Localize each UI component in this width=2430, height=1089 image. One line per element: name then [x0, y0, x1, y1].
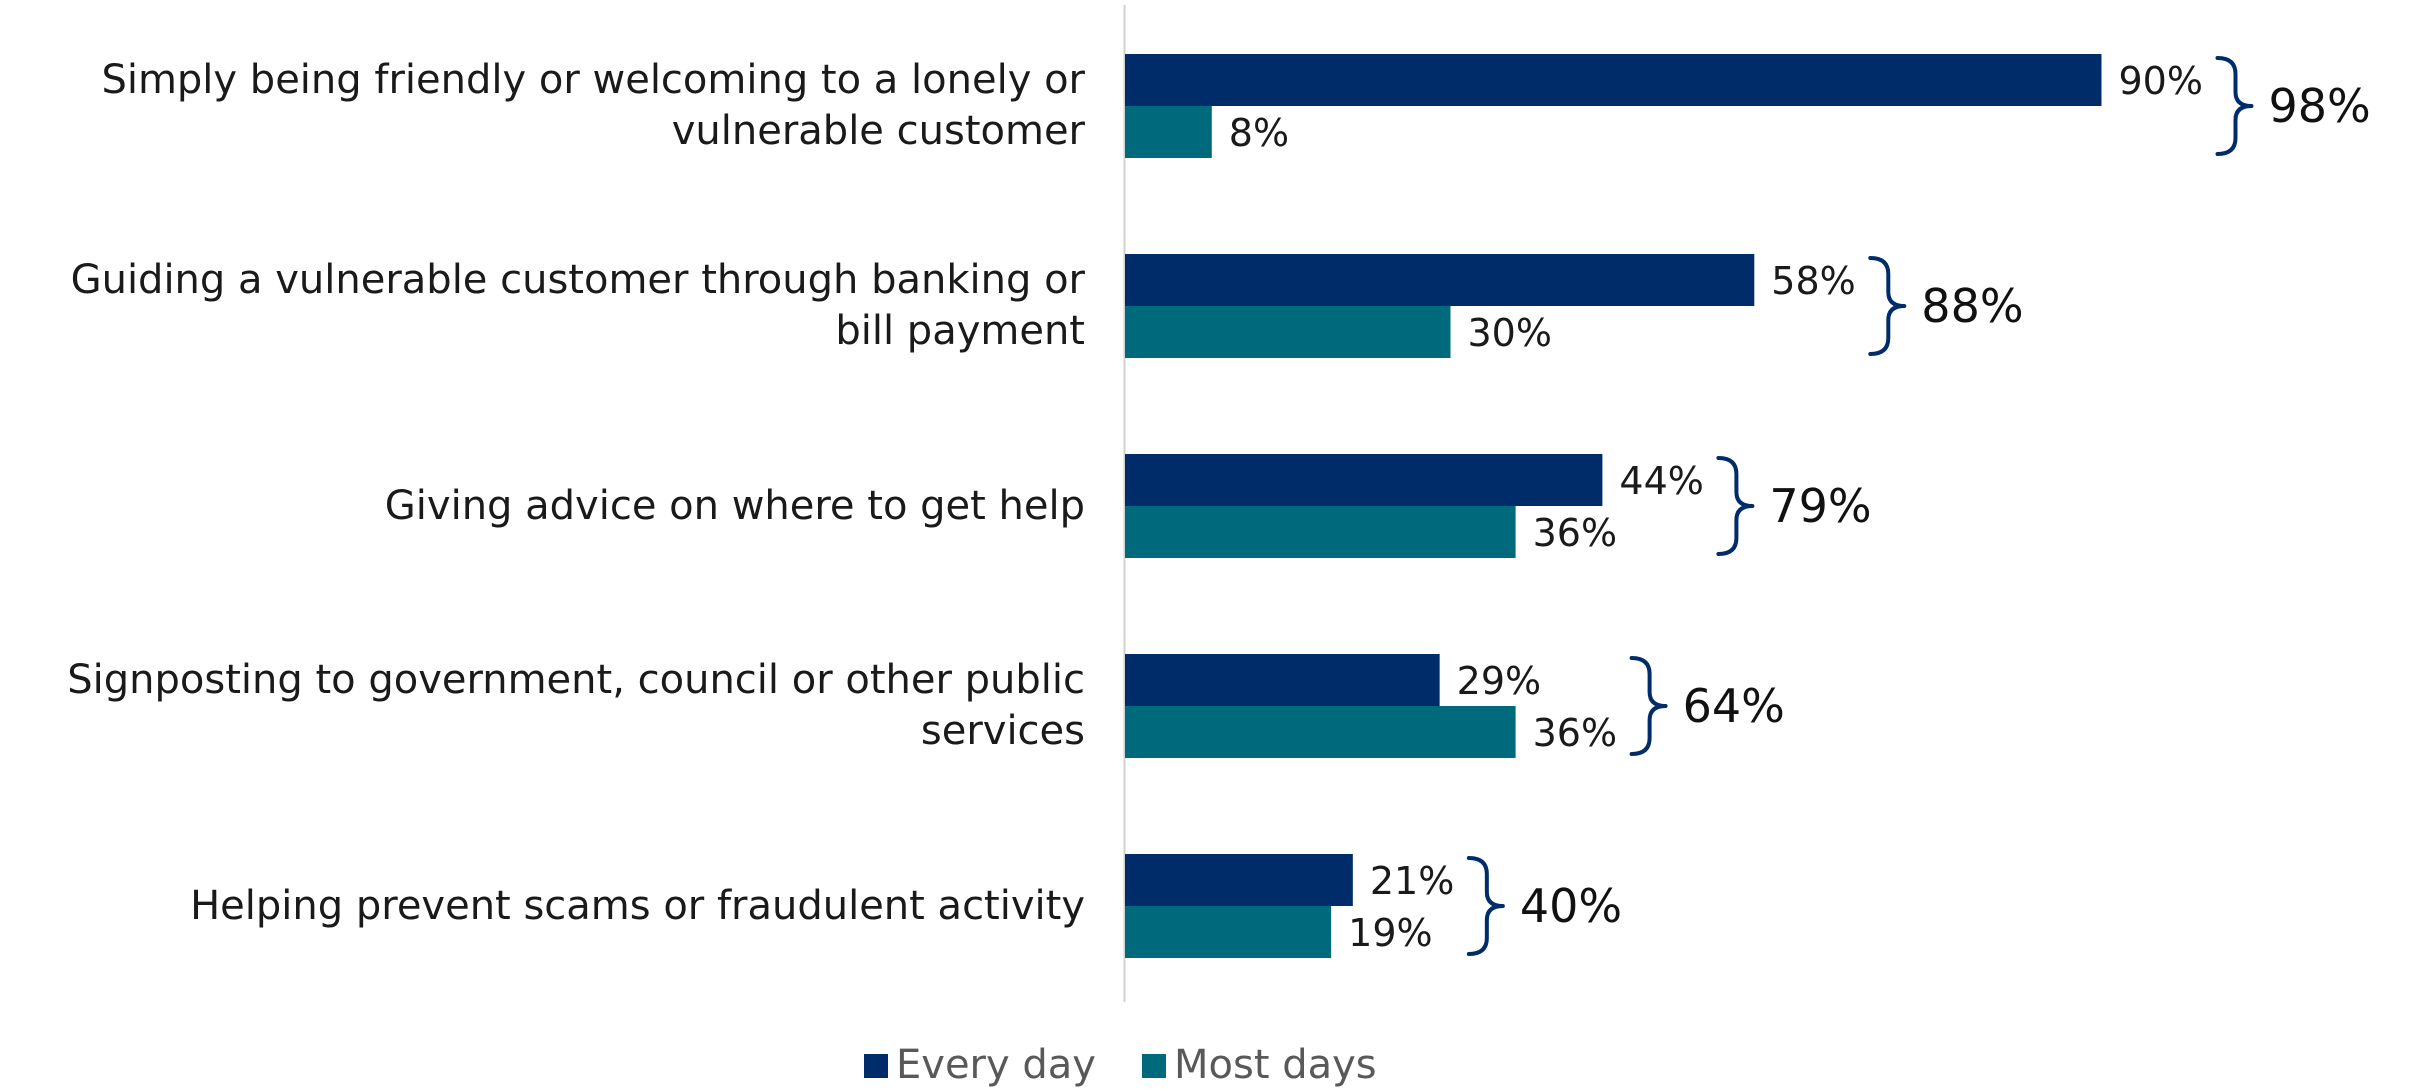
bar-every-day-5	[1125, 854, 1353, 906]
category-label-line: Signposting to government, council or ot…	[67, 657, 1085, 703]
bar-every-day-1	[1125, 54, 2102, 106]
category-label-2: Guiding a vulnerable customer through ba…	[0, 255, 1085, 357]
data-label-most-days-3: 36%	[1533, 511, 1617, 555]
bar-every-day-3	[1125, 454, 1603, 506]
category-label-line: Helping prevent scams or fraudulent acti…	[190, 882, 1085, 929]
total-label-1: 98%	[2269, 79, 2371, 133]
legend-item-every-day: Every day	[864, 1042, 1096, 1089]
total-bracket-5	[1466, 856, 1505, 956]
data-label-every-day-4: 29%	[1457, 659, 1541, 703]
total-label-4: 64%	[1683, 679, 1785, 733]
data-label-every-day-1: 90%	[2119, 59, 2203, 103]
total-label-2: 88%	[1921, 279, 2023, 333]
bar-most-days-1	[1125, 106, 1212, 158]
legend-swatch-every-day	[864, 1053, 888, 1078]
category-label-4: Signposting to government, council or ot…	[0, 655, 1085, 757]
category-label-line: bill payment	[835, 308, 1085, 354]
bar-most-days-2	[1125, 306, 1451, 358]
data-label-most-days-1: 8%	[1229, 111, 1289, 155]
category-label-line: Giving advice on where to get help	[384, 482, 1085, 529]
total-label-3: 79%	[1769, 479, 1871, 533]
legend-item-most-days: Most days	[1142, 1042, 1377, 1089]
bar-most-days-4	[1125, 706, 1516, 758]
total-bracket-2	[1868, 256, 1907, 356]
bar-most-days-5	[1125, 906, 1332, 958]
category-label-5: Helping prevent scams or fraudulent acti…	[0, 881, 1085, 932]
data-label-every-day-3: 44%	[1619, 459, 1703, 503]
bar-every-day-4	[1125, 654, 1440, 706]
data-label-every-day-2: 58%	[1771, 259, 1855, 303]
data-label-every-day-5: 21%	[1370, 859, 1454, 903]
data-label-most-days-4: 36%	[1533, 711, 1617, 755]
category-label-line: vulnerable customer	[671, 108, 1085, 154]
category-label-3: Giving advice on where to get help	[0, 481, 1085, 532]
total-label-5: 40%	[1520, 879, 1622, 933]
total-bracket-4	[1629, 656, 1668, 756]
category-label-line: Simply being friendly or welcoming to a …	[101, 57, 1085, 103]
bar-most-days-3	[1125, 506, 1516, 558]
category-label-line: Guiding a vulnerable customer through ba…	[70, 257, 1085, 303]
category-label-1: Simply being friendly or welcoming to a …	[0, 55, 1085, 157]
data-label-most-days-5: 19%	[1348, 911, 1432, 955]
legend: Every day Most days	[0, 1042, 2430, 1089]
total-bracket-3	[1716, 456, 1755, 556]
data-label-most-days-2: 30%	[1468, 311, 1552, 355]
bar-every-day-2	[1125, 254, 1755, 306]
category-label-line: services	[920, 708, 1085, 754]
legend-label-every-day: Every day	[896, 1042, 1096, 1088]
legend-label-most-days: Most days	[1174, 1042, 1377, 1088]
total-bracket-1	[2215, 56, 2254, 156]
legend-swatch-most-days	[1142, 1053, 1166, 1078]
